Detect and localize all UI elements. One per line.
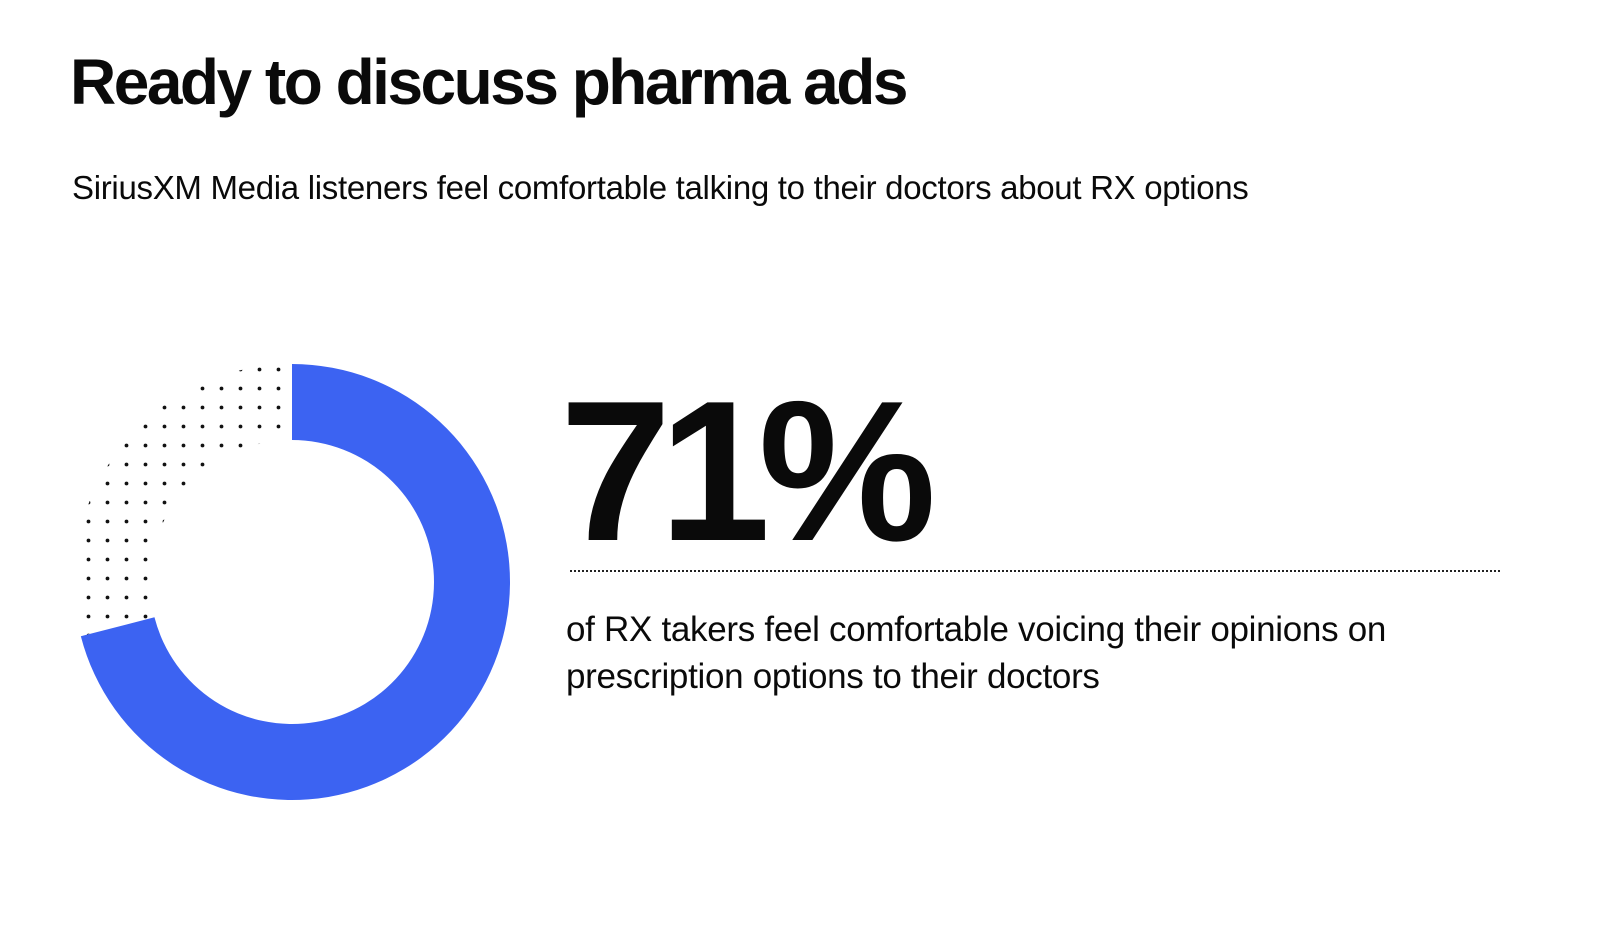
stat-caption: of RX takers feel comfortable voicing th… [566,610,1387,696]
donut-chart [74,364,511,800]
donut-slice-value [80,364,511,800]
page-subtitle: SiriusXM Media listeners feel comfortabl… [72,169,1249,206]
stat-divider [570,570,1500,572]
stat-value: 71% [560,360,936,583]
page-title: Ready to discuss pharma ads [70,46,908,118]
donut-slice-remainder [74,364,292,637]
